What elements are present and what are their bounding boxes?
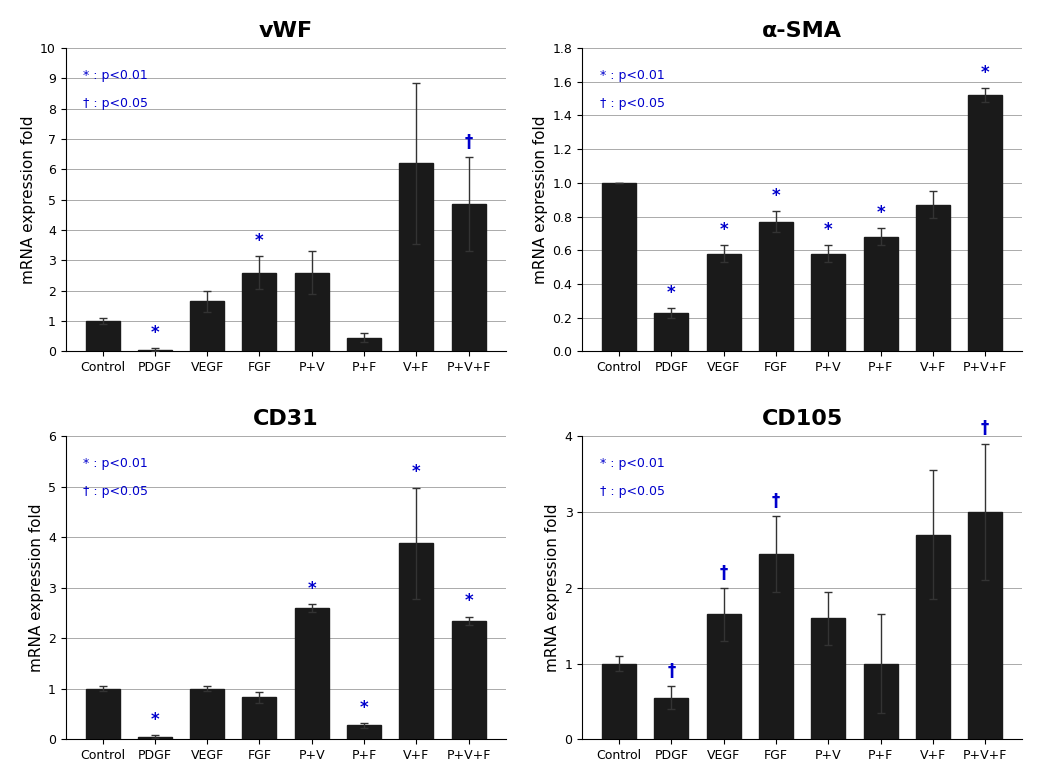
Bar: [968, 96, 1002, 352]
Text: * : p<0.01: * : p<0.01: [600, 69, 664, 82]
Text: * : p<0.01: * : p<0.01: [600, 457, 664, 471]
Title: CD105: CD105: [761, 409, 843, 429]
Bar: [347, 337, 381, 352]
Y-axis label: mRNA expression fold: mRNA expression fold: [29, 503, 44, 672]
Bar: [86, 689, 120, 739]
Bar: [399, 543, 433, 739]
Bar: [655, 312, 688, 352]
Bar: [864, 663, 898, 739]
Bar: [916, 204, 950, 352]
Text: † : p<0.05: † : p<0.05: [83, 485, 148, 497]
Text: *: *: [360, 698, 368, 716]
Title: α-SMA: α-SMA: [762, 21, 842, 41]
Bar: [916, 535, 950, 739]
Bar: [138, 737, 172, 739]
Bar: [295, 272, 329, 352]
Bar: [811, 618, 845, 739]
Text: †: †: [981, 420, 990, 438]
Bar: [242, 272, 276, 352]
Text: *: *: [772, 187, 780, 205]
Text: *: *: [876, 204, 884, 222]
Text: † : p<0.05: † : p<0.05: [83, 96, 148, 110]
Text: * : p<0.01: * : p<0.01: [83, 457, 148, 471]
Text: *: *: [464, 593, 472, 611]
Bar: [138, 350, 172, 352]
Text: *: *: [720, 221, 728, 239]
Bar: [242, 698, 276, 739]
Bar: [295, 608, 329, 739]
Bar: [759, 554, 793, 739]
Title: CD31: CD31: [252, 409, 318, 429]
Bar: [190, 301, 224, 352]
Bar: [864, 236, 898, 352]
Text: * : p<0.01: * : p<0.01: [83, 69, 148, 82]
Y-axis label: mRNA expression fold: mRNA expression fold: [21, 115, 35, 284]
Bar: [399, 164, 433, 352]
Text: †: †: [464, 133, 472, 151]
Text: *: *: [824, 221, 832, 239]
Y-axis label: mRNA expression fold: mRNA expression fold: [545, 503, 560, 672]
Bar: [707, 614, 741, 739]
Bar: [655, 698, 688, 739]
Text: † : p<0.05: † : p<0.05: [600, 96, 664, 110]
Text: *: *: [150, 324, 160, 342]
Text: †: †: [668, 662, 676, 680]
Text: † : p<0.05: † : p<0.05: [600, 485, 664, 497]
Text: *: *: [668, 283, 676, 301]
Bar: [602, 663, 636, 739]
Text: †: †: [720, 564, 728, 582]
Text: *: *: [412, 464, 420, 482]
Text: *: *: [308, 580, 316, 598]
Bar: [811, 254, 845, 352]
Bar: [707, 254, 741, 352]
Title: vWF: vWF: [259, 21, 313, 41]
Bar: [86, 321, 120, 352]
Bar: [759, 222, 793, 352]
Text: *: *: [980, 64, 990, 82]
Y-axis label: mRNA expression fold: mRNA expression fold: [533, 115, 549, 284]
Bar: [602, 182, 636, 352]
Bar: [452, 621, 486, 739]
Bar: [347, 725, 381, 739]
Text: *: *: [150, 711, 160, 729]
Text: †: †: [772, 492, 780, 510]
Bar: [968, 512, 1002, 739]
Bar: [190, 689, 224, 739]
Text: *: *: [256, 232, 264, 250]
Bar: [452, 204, 486, 352]
